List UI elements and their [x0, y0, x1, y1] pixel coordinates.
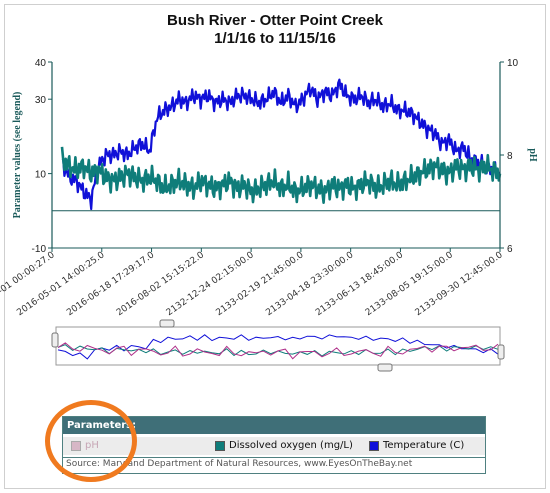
y2-axis-label: pH — [527, 148, 538, 162]
navigator-series-0 — [57, 334, 499, 360]
y2-tick-label-0: 10 — [507, 58, 519, 69]
x-tick-label-5: 2133-02-19 21:45:00.0 — [215, 250, 306, 318]
navigator-handle-bottom[interactable] — [377, 363, 393, 372]
y-tick-label-1: 30 — [35, 95, 47, 106]
y-tick-label-2: 10 — [35, 170, 47, 181]
x-tick-label-8: 2133-08-05 19:15:00.0 — [364, 250, 455, 318]
navigator-box — [55, 326, 501, 366]
x-tick-label-6: 2133-04-18 23:30:00.0 — [264, 250, 355, 318]
legend-swatch-dissolved-oxygen — [215, 441, 225, 451]
x-tick-label-9: 2133-09-30 12:45:00.0 — [414, 250, 505, 318]
y-tick-label-0: 40 — [35, 58, 47, 69]
y2-tick-label-1: 8 — [507, 151, 513, 162]
chart-subtitle: 1/1/16 to 11/15/16 — [214, 30, 336, 47]
plot-area — [60, 78, 502, 211]
y-axis-label: Parameter values (see legend) — [12, 92, 23, 219]
chart-frame — [4, 4, 546, 489]
legend-source-row — [63, 457, 485, 474]
legend-label-temperature: Temperature (C) — [383, 440, 465, 451]
legend-item-dissolved-oxygen[interactable]: Dissolved oxygen (mg/L) — [215, 439, 365, 453]
x-tick-label-2: 2016-06-18 17:29:17.0 — [65, 250, 156, 318]
x-tick-label-1: 2016-05-01 14:00:25.0 — [15, 250, 106, 318]
y-tick-label-3: -10 — [32, 244, 47, 255]
x-tick-label-4: 2132-12-24 02:15:00.0 — [165, 250, 256, 318]
chart-title: Bush River - Otter Point Creek — [167, 12, 383, 29]
navigator-handle-left[interactable] — [51, 332, 59, 348]
legend-panel: Parameters: pH Dissolved oxygen (mg/L) T… — [62, 416, 486, 474]
legend-label-dissolved-oxygen: Dissolved oxygen (mg/L) — [229, 440, 353, 451]
navigator[interactable] — [51, 319, 505, 372]
legend-swatch-temperature — [369, 441, 379, 451]
highlight-ring — [45, 400, 137, 482]
series-line-dissolved-oxygen — [60, 146, 502, 204]
legend-source: Source: Maryland Department of Natural R… — [66, 459, 413, 469]
y2-tick-label-2: 6 — [507, 244, 513, 255]
navigator-series-2 — [57, 342, 499, 360]
x-tick-label-3: 2016-08-02 15:15:22.0 — [115, 250, 206, 318]
x-tick-label-7: 2133-06-13 18:45:00.0 — [314, 250, 405, 318]
navigator-handle-top[interactable] — [159, 319, 175, 328]
navigator-handle-right[interactable] — [497, 344, 505, 360]
series-line-temperature — [61, 78, 501, 211]
legend-item-temperature[interactable]: Temperature (C) — [369, 439, 481, 453]
